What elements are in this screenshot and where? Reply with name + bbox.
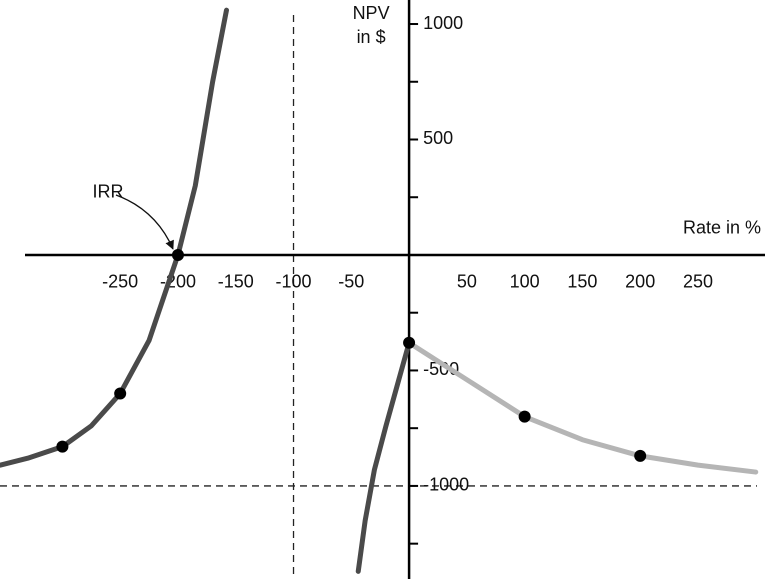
x-tick-label: 250	[683, 272, 713, 292]
npv-curve	[406, 340, 759, 475]
x-tick-label: -100	[276, 272, 312, 292]
y-tick-label: -500	[423, 359, 459, 379]
x-tick-label: -50	[338, 272, 364, 292]
data-point	[171, 248, 184, 261]
x-tick-label: -250	[102, 272, 138, 292]
y-tick-label: -1000	[423, 475, 469, 495]
x-tick-label: 200	[625, 272, 655, 292]
annotation-arrow	[115, 194, 174, 250]
annotation: IRR	[92, 182, 123, 202]
data-point	[518, 410, 531, 423]
y-tick-label: 500	[423, 128, 453, 148]
y-axis-label: in $	[357, 27, 386, 47]
y-tick-label: 1000	[423, 13, 463, 33]
y-axis-label: NPV	[353, 3, 390, 23]
x-axis-label: Rate in %	[683, 218, 761, 238]
x-tick-label: 50	[457, 272, 477, 292]
data-point	[634, 449, 647, 462]
npv-curve	[355, 340, 412, 574]
x-tick-label: -150	[218, 272, 254, 292]
x-tick-label: 100	[510, 272, 540, 292]
data-point	[56, 440, 69, 453]
npv-curve	[0, 7, 229, 468]
data-point	[403, 336, 416, 349]
data-point	[114, 387, 127, 400]
x-tick-label: 150	[567, 272, 597, 292]
